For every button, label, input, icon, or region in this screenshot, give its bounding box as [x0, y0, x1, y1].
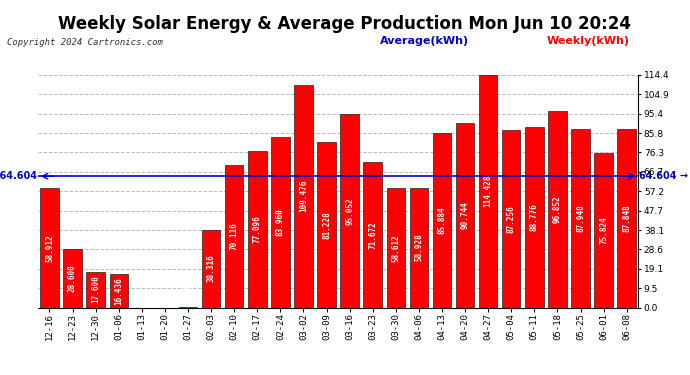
Bar	[386, 188, 405, 308]
Bar	[202, 230, 220, 308]
Bar	[110, 274, 128, 308]
Text: 58.612: 58.612	[391, 234, 400, 262]
Text: 88.776: 88.776	[530, 203, 539, 231]
Bar	[479, 75, 497, 307]
Bar	[502, 130, 520, 308]
Text: Average(kWh): Average(kWh)	[380, 36, 469, 46]
Text: 77.096: 77.096	[253, 215, 262, 243]
Bar	[525, 127, 544, 308]
Bar	[340, 114, 359, 308]
Text: 114.428: 114.428	[484, 175, 493, 207]
Text: 96.852: 96.852	[553, 195, 562, 223]
Text: Weekly(kWh): Weekly(kWh)	[546, 36, 629, 46]
Bar	[410, 188, 428, 308]
Text: 90.744: 90.744	[461, 201, 470, 229]
Text: 75.824: 75.824	[599, 217, 608, 244]
Text: Copyright 2024 Cartronics.com: Copyright 2024 Cartronics.com	[7, 38, 163, 47]
Text: 58.912: 58.912	[45, 234, 54, 261]
Bar	[618, 129, 636, 308]
Bar	[271, 137, 290, 308]
Text: 64.604 →: 64.604 →	[640, 171, 689, 181]
Text: 85.884: 85.884	[437, 206, 446, 234]
Bar	[40, 188, 59, 308]
Bar	[317, 142, 336, 308]
Text: 0.148: 0.148	[184, 283, 193, 306]
Text: 28.600: 28.600	[68, 265, 77, 292]
Bar	[594, 153, 613, 308]
Bar	[63, 249, 82, 308]
Text: 38.316: 38.316	[206, 255, 215, 282]
Text: 71.672: 71.672	[368, 221, 377, 249]
Bar	[86, 272, 105, 308]
Bar	[571, 129, 590, 308]
Text: 87.848: 87.848	[622, 204, 631, 232]
Text: ← 64.604: ← 64.604	[0, 171, 37, 181]
Text: 70.116: 70.116	[230, 222, 239, 250]
Text: 17.600: 17.600	[91, 276, 100, 303]
Bar	[294, 85, 313, 308]
Bar	[456, 123, 474, 308]
Bar	[225, 165, 244, 308]
Bar	[248, 151, 266, 308]
Text: 58.928: 58.928	[415, 234, 424, 261]
Text: Weekly Solar Energy & Average Production Mon Jun 10 20:24: Weekly Solar Energy & Average Production…	[59, 15, 631, 33]
Bar	[433, 133, 451, 308]
Text: 16.436: 16.436	[115, 277, 124, 304]
Bar	[549, 111, 566, 308]
Text: 81.228: 81.228	[322, 211, 331, 239]
Text: 87.940: 87.940	[576, 204, 585, 232]
Text: 109.476: 109.476	[299, 180, 308, 213]
Text: 87.256: 87.256	[506, 205, 515, 233]
Bar	[364, 162, 382, 308]
Text: 95.052: 95.052	[345, 197, 354, 225]
Text: 83.960: 83.960	[276, 208, 285, 236]
